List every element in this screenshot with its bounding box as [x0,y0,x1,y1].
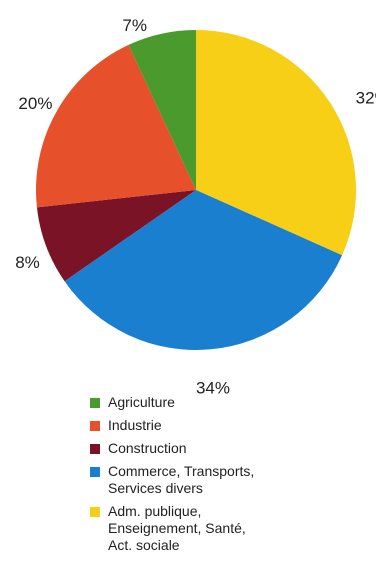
legend-item: Adm. publique, Enseignement, Santé, Act.… [90,503,370,554]
slice-value-label: 7% [122,16,147,35]
legend-swatch [90,507,100,517]
legend-label: Commerce, Transports, Services divers [108,463,255,496]
chart-legend: Agriculture Industrie Construction Commerce… [90,394,370,560]
pie-slice-adm [196,30,357,256]
pie-slice-commerce [64,190,343,350]
legend-swatch [90,467,100,477]
legend-label: Construction [108,440,187,456]
legend-item: Commerce, Transports, Services divers [90,463,370,497]
slice-value-label: 20% [18,94,52,113]
slice-value-label: 8% [15,253,40,272]
legend-swatch [90,444,100,454]
pie-slice-agriculture [128,30,196,190]
slice-value-label: 34% [196,379,230,398]
legend-label: Agriculture [108,394,175,410]
slice-value-label: 32% [356,88,376,107]
pie-slice-construction [36,190,196,282]
legend-item: Construction [90,440,370,457]
pie-slice-industrie [36,44,197,208]
legend-label: Industrie [108,417,162,433]
legend-swatch [90,421,100,431]
legend-swatch [90,398,100,408]
legend-item: Industrie [90,417,370,434]
legend-label: Adm. publique, Enseignement, Santé, Act.… [108,503,246,553]
legend-item: Agriculture [90,394,370,411]
